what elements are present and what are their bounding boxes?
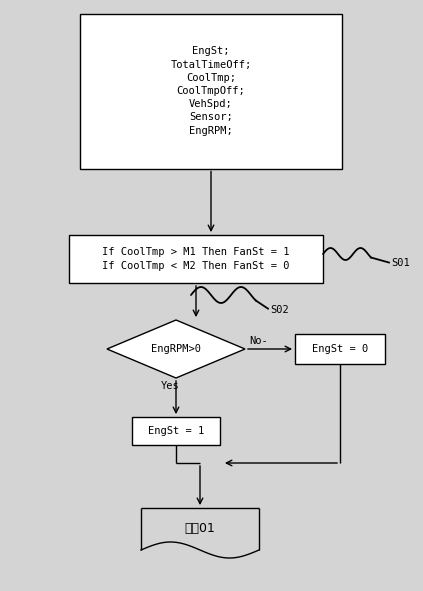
Text: EngSt = 0: EngSt = 0 — [312, 344, 368, 354]
Text: Yes: Yes — [161, 381, 179, 391]
Bar — [132, 417, 220, 445]
Text: EngSt;
TotalTimeOff;
CoolTmp;
CoolTmpOff;
VehSpd;
Sensor;
EngRPM;: EngSt; TotalTimeOff; CoolTmp; CoolTmpOff… — [170, 47, 252, 135]
Text: No-: No- — [249, 336, 268, 346]
Text: 动伀01: 动伀01 — [184, 522, 215, 535]
Text: S01: S01 — [391, 258, 410, 268]
Text: EngSt = 1: EngSt = 1 — [148, 426, 204, 436]
Bar — [69, 235, 323, 283]
Text: If CoolTmp > M1 Then FanSt = 1
If CoolTmp < M2 Then FanSt = 0: If CoolTmp > M1 Then FanSt = 1 If CoolTm… — [102, 248, 290, 271]
Text: S02: S02 — [270, 304, 289, 314]
Bar — [80, 14, 342, 168]
Bar — [295, 334, 385, 364]
Text: EngRPM>0: EngRPM>0 — [151, 344, 201, 354]
Polygon shape — [107, 320, 245, 378]
